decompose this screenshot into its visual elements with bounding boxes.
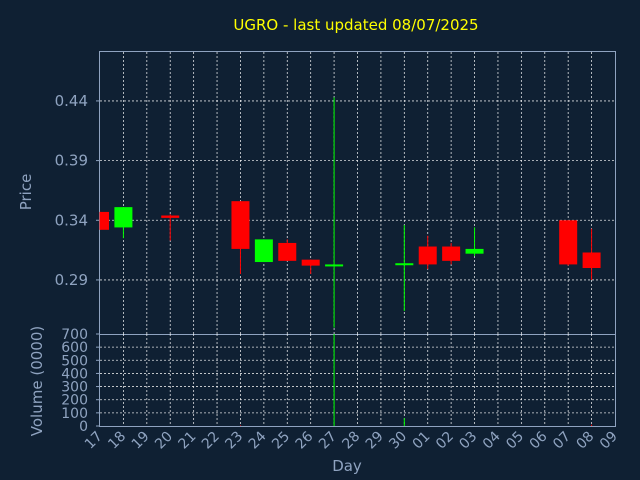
candle-body — [465, 248, 484, 254]
x-tick-label: 03 — [456, 429, 480, 453]
x-tick-label: 30 — [386, 429, 410, 453]
price-y-ticks: 0.44 0.39 0.34 0.29 — [55, 92, 100, 289]
x-tick-label: 29 — [363, 429, 387, 453]
x-axis-ticks: 17 18 19 20 21 22 23 24 25 26 27 28 29 30 01 02 03 04 05 06… — [82, 428, 621, 452]
x-tick-label: 20 — [152, 429, 176, 453]
x-tick-label: 06 — [527, 428, 551, 452]
candle-body — [231, 201, 250, 249]
price-tick-label: 0.39 — [55, 152, 88, 170]
x-tick-label: 18 — [105, 429, 129, 453]
x-tick-label: 05 — [503, 429, 527, 453]
volume-tick-label: 700 — [61, 327, 88, 343]
x-tick-label: 25 — [269, 429, 293, 453]
candle-body — [582, 252, 601, 269]
x-tick-label: 24 — [246, 428, 270, 452]
price-axis-label: Price — [17, 174, 35, 211]
candle-body — [559, 220, 578, 265]
price-grid — [100, 52, 615, 334]
volume-axis-label: Volume (0000) — [28, 326, 46, 436]
x-tick-label: 02 — [433, 429, 457, 453]
candle-body — [100, 211, 109, 230]
volume-tick-label: 200 — [61, 393, 88, 409]
volume-tick-label: 300 — [61, 380, 88, 396]
x-tick-label: 19 — [129, 429, 153, 453]
candle-body — [301, 259, 320, 266]
candle-body — [278, 242, 297, 261]
x-tick-label: 08 — [573, 429, 597, 453]
candle-body — [161, 215, 180, 218]
x-tick-label: 21 — [176, 429, 200, 453]
price-tick-label: 0.34 — [55, 211, 88, 229]
candle-body — [418, 246, 437, 265]
volume-tick-label: 0 — [79, 419, 88, 435]
volume-tick-label: 100 — [61, 406, 88, 422]
x-tick-label: 28 — [339, 429, 363, 453]
volume-bars — [239, 334, 593, 426]
x-axis-label: Day — [332, 457, 362, 475]
volume-tick-label: 500 — [61, 353, 88, 369]
x-tick-label: 26 — [293, 428, 317, 452]
chart-title: UGRO - last updated 08/07/2025 — [233, 16, 478, 34]
candle-body — [395, 263, 414, 266]
volume-tick-label: 400 — [61, 366, 88, 382]
x-tick-label: 07 — [550, 429, 574, 453]
candle-body — [325, 264, 344, 267]
candle-body — [114, 207, 133, 228]
x-tick-label: 27 — [316, 429, 340, 453]
price-panel: 0.44 0.39 0.34 0.29 Price — [17, 51, 616, 335]
x-tick-label: 23 — [222, 429, 246, 453]
price-tick-label: 0.29 — [55, 271, 88, 289]
candles — [99, 97, 601, 328]
candle-body — [442, 246, 461, 261]
x-tick-label: 01 — [410, 429, 434, 453]
volume-grid — [100, 334, 615, 426]
x-tick-label: 09 — [597, 429, 621, 453]
price-tick-label: 0.44 — [55, 92, 88, 110]
x-tick-label: 22 — [199, 429, 223, 453]
volume-tick-label: 600 — [61, 340, 88, 356]
x-tick-label: 04 — [480, 428, 504, 452]
candle-body — [254, 239, 273, 263]
